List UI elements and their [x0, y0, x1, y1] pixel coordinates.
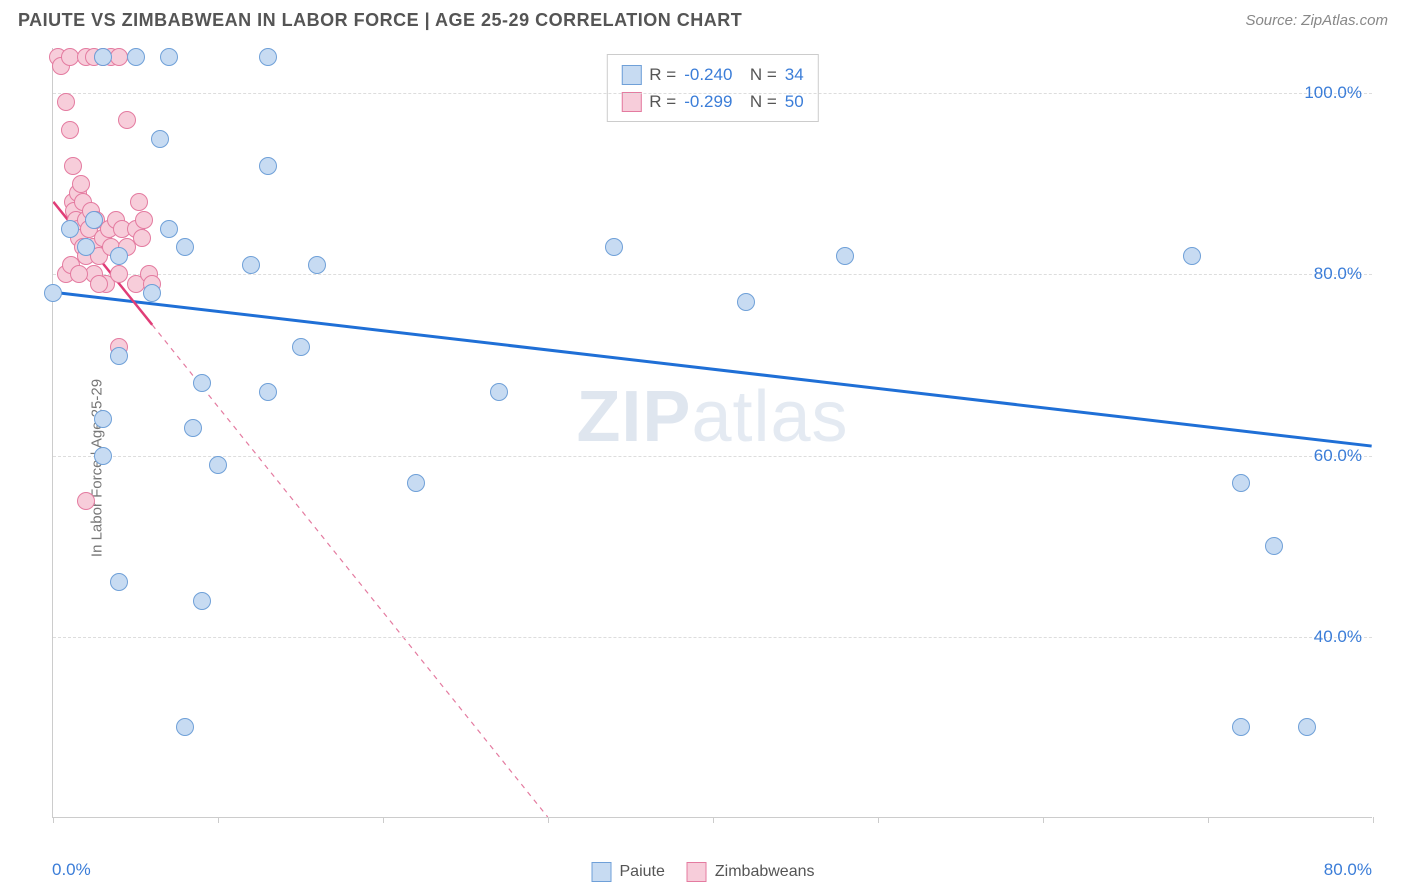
data-point-paiute	[259, 157, 277, 175]
gridline-h	[53, 93, 1372, 94]
swatch-paiute	[621, 65, 641, 85]
data-point-zimb	[72, 175, 90, 193]
data-point-paiute	[110, 347, 128, 365]
correlation-row-zimb: R = -0.299 N = 50	[621, 88, 803, 115]
legend-label-paiute: Paiute	[620, 863, 665, 881]
chart-title: PAIUTE VS ZIMBABWEAN IN LABOR FORCE | AG…	[18, 10, 742, 31]
data-point-paiute	[193, 592, 211, 610]
data-point-paiute	[160, 220, 178, 238]
x-tick-label: 80.0%	[1324, 860, 1372, 880]
title-bar: PAIUTE VS ZIMBABWEAN IN LABOR FORCE | AG…	[0, 0, 1406, 37]
tick-x	[383, 817, 384, 823]
tick-x	[218, 817, 219, 823]
data-point-paiute	[176, 238, 194, 256]
watermark: ZIPatlas	[576, 376, 848, 458]
data-point-paiute	[94, 447, 112, 465]
data-point-paiute	[44, 284, 62, 302]
tick-x	[53, 817, 54, 823]
n-value-paiute: 34	[785, 61, 804, 88]
swatch-zimb	[621, 92, 641, 112]
source-attribution: Source: ZipAtlas.com	[1245, 12, 1388, 29]
data-point-paiute	[242, 256, 260, 274]
data-point-paiute	[836, 247, 854, 265]
data-point-paiute	[308, 256, 326, 274]
n-value-zimb: 50	[785, 88, 804, 115]
swatch-zimb-bottom	[687, 862, 707, 882]
data-point-paiute	[407, 474, 425, 492]
data-point-paiute	[151, 130, 169, 148]
y-tick-label: 60.0%	[1314, 446, 1362, 466]
data-point-paiute	[94, 410, 112, 428]
data-point-zimb	[57, 93, 75, 111]
legend-label-zimb: Zimbabweans	[715, 863, 815, 881]
data-point-paiute	[143, 284, 161, 302]
data-point-paiute	[1183, 247, 1201, 265]
tick-x	[878, 817, 879, 823]
watermark-text-b: atlas	[691, 377, 848, 457]
data-point-paiute	[176, 718, 194, 736]
correlation-legend: R = -0.240 N = 34 R = -0.299 N = 50	[606, 54, 818, 122]
data-point-zimb	[61, 48, 79, 66]
y-tick-label: 100.0%	[1304, 83, 1362, 103]
data-point-paiute	[737, 293, 755, 311]
swatch-paiute-bottom	[592, 862, 612, 882]
data-point-zimb	[118, 111, 136, 129]
data-point-zimb	[77, 492, 95, 510]
legend-item-paiute: Paiute	[592, 862, 665, 882]
y-tick-label: 80.0%	[1314, 264, 1362, 284]
data-point-paiute	[77, 238, 95, 256]
legend-item-zimb: Zimbabweans	[687, 862, 815, 882]
plot-wrap: In Labor Force | Age 25-29 ZIPatlas R = …	[14, 48, 1392, 888]
data-point-paiute	[1232, 718, 1250, 736]
data-point-zimb	[110, 48, 128, 66]
correlation-row-paiute: R = -0.240 N = 34	[621, 61, 803, 88]
data-point-paiute	[292, 338, 310, 356]
y-tick-label: 40.0%	[1314, 627, 1362, 647]
data-point-paiute	[209, 456, 227, 474]
data-point-zimb	[130, 193, 148, 211]
data-point-paiute	[605, 238, 623, 256]
r-value-paiute: -0.240	[684, 61, 732, 88]
data-point-zimb	[61, 121, 79, 139]
trend-lines-layer	[53, 48, 1372, 817]
data-point-paiute	[1265, 537, 1283, 555]
data-point-paiute	[193, 374, 211, 392]
data-point-paiute	[110, 247, 128, 265]
data-point-zimb	[64, 157, 82, 175]
data-point-paiute	[94, 48, 112, 66]
x-tick-label: 0.0%	[52, 860, 91, 880]
watermark-text-a: ZIP	[576, 377, 691, 457]
data-point-paiute	[184, 419, 202, 437]
data-point-zimb	[133, 229, 151, 247]
series-legend: Paiute Zimbabweans	[592, 862, 815, 882]
gridline-h	[53, 274, 1372, 275]
data-point-paiute	[259, 383, 277, 401]
data-point-paiute	[160, 48, 178, 66]
scatter-plot: ZIPatlas R = -0.240 N = 34 R = -0.299 N …	[52, 48, 1372, 818]
data-point-paiute	[61, 220, 79, 238]
gridline-h	[53, 456, 1372, 457]
data-point-paiute	[1232, 474, 1250, 492]
data-point-zimb	[70, 265, 88, 283]
data-point-paiute	[259, 48, 277, 66]
data-point-paiute	[85, 211, 103, 229]
r-value-zimb: -0.299	[684, 88, 732, 115]
data-point-zimb	[110, 265, 128, 283]
data-point-paiute	[127, 48, 145, 66]
data-point-paiute	[1298, 718, 1316, 736]
tick-x	[713, 817, 714, 823]
tick-x	[1373, 817, 1374, 823]
data-point-paiute	[110, 573, 128, 591]
data-point-paiute	[490, 383, 508, 401]
tick-x	[1043, 817, 1044, 823]
data-point-zimb	[135, 211, 153, 229]
tick-x	[548, 817, 549, 823]
data-point-zimb	[90, 275, 108, 293]
gridline-h	[53, 637, 1372, 638]
tick-x	[1208, 817, 1209, 823]
